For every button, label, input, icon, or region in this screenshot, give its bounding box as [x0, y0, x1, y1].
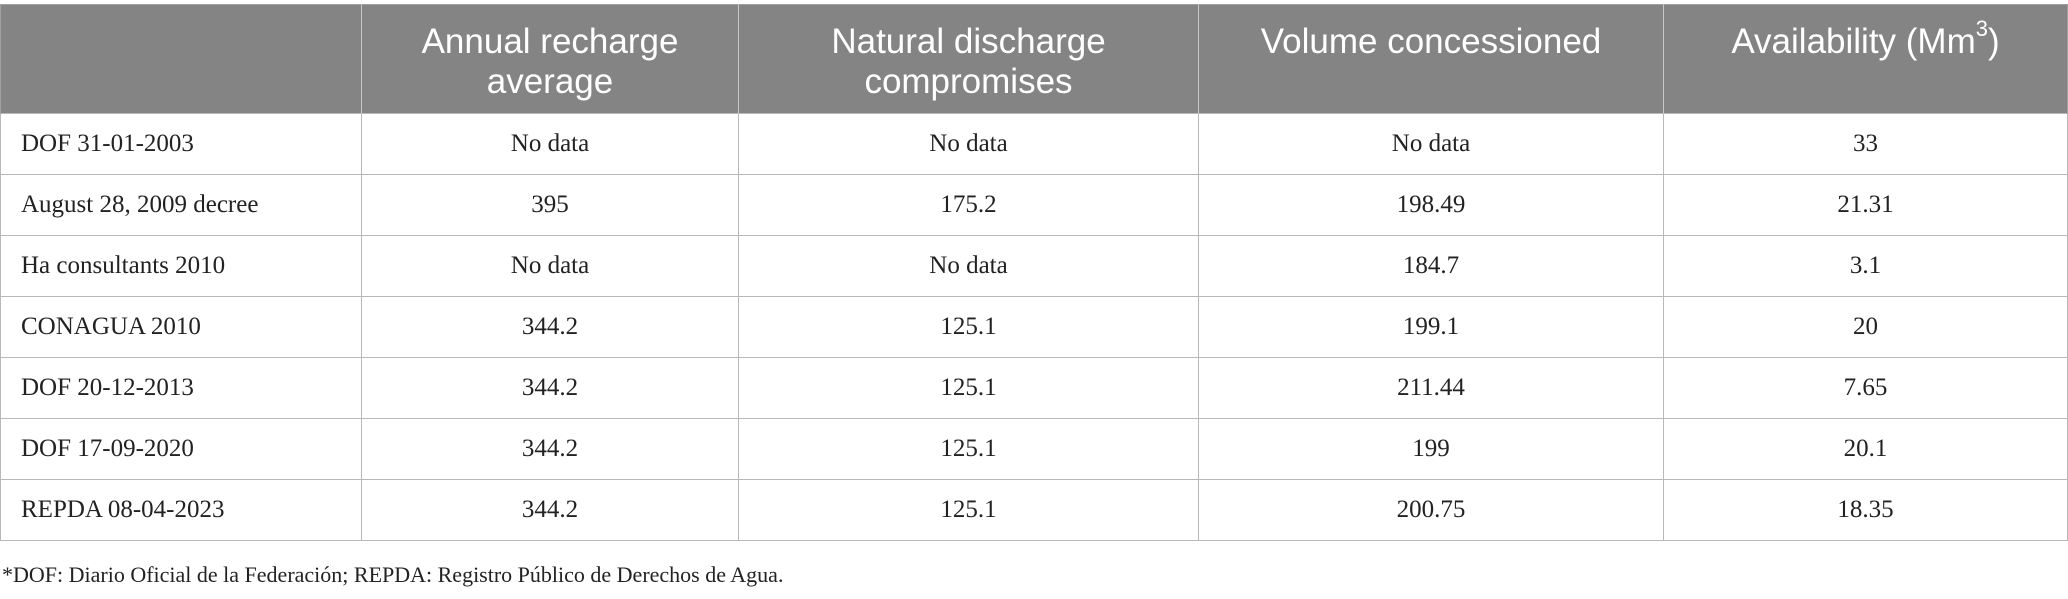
- cell-natural-discharge: 125.1: [738, 296, 1199, 358]
- cell-annual-recharge: No data: [361, 235, 739, 297]
- cell-natural-discharge: 125.1: [738, 418, 1199, 480]
- cell-volume-concessioned: 211.44: [1198, 357, 1664, 419]
- availability-header-close: ): [1988, 22, 2000, 61]
- row-label: REPDA 08-04-2023: [0, 479, 362, 541]
- cell-availability: 33: [1663, 113, 2068, 175]
- table-row: CONAGUA 2010 344.2 125.1 199.1 20: [0, 296, 2068, 358]
- cell-natural-discharge: 125.1: [738, 357, 1199, 419]
- availability-header-text: Availability (Mm: [1731, 22, 1976, 61]
- header-cell-annual-recharge: Annual recharge average: [361, 4, 739, 114]
- cell-availability: 18.35: [1663, 479, 2068, 541]
- availability-unit-superscript: 3: [1975, 16, 1988, 42]
- cell-volume-concessioned: 184.7: [1198, 235, 1664, 297]
- table-footnote: *DOF: Diario Oficial de la Federación; R…: [2, 562, 784, 587]
- table-body: DOF 31-01-2003 No data No data No data 3…: [0, 113, 2068, 541]
- cell-availability: 20.1: [1663, 418, 2068, 480]
- cell-annual-recharge: 344.2: [361, 357, 739, 419]
- header-cell-volume-concessioned: Volume concessioned: [1198, 4, 1664, 114]
- cell-availability: 21.31: [1663, 174, 2068, 236]
- cell-annual-recharge: 395: [361, 174, 739, 236]
- cell-annual-recharge: 344.2: [361, 418, 739, 480]
- table-row: DOF 31-01-2003 No data No data No data 3…: [0, 113, 2068, 175]
- cell-annual-recharge: 344.2: [361, 479, 739, 541]
- cell-natural-discharge: 125.1: [738, 479, 1199, 541]
- cell-natural-discharge: No data: [738, 235, 1199, 297]
- table-row: DOF 20-12-2013 344.2 125.1 211.44 7.65: [0, 357, 2068, 419]
- table-row: August 28, 2009 decree 395 175.2 198.49 …: [0, 174, 2068, 236]
- row-label: DOF 31-01-2003: [0, 113, 362, 175]
- cell-availability: 3.1: [1663, 235, 2068, 297]
- cell-volume-concessioned: No data: [1198, 113, 1664, 175]
- row-label: Ha consultants 2010: [0, 235, 362, 297]
- table-row: REPDA 08-04-2023 344.2 125.1 200.75 18.3…: [0, 479, 2068, 541]
- row-label: CONAGUA 2010: [0, 296, 362, 358]
- cell-volume-concessioned: 198.49: [1198, 174, 1664, 236]
- cell-availability: 20: [1663, 296, 2068, 358]
- data-table-container: Annual recharge average Natural discharg…: [0, 4, 2068, 541]
- cell-volume-concessioned: 199.1: [1198, 296, 1664, 358]
- cell-volume-concessioned: 199: [1198, 418, 1664, 480]
- cell-natural-discharge: 175.2: [738, 174, 1199, 236]
- groundwater-availability-table: Annual recharge average Natural discharg…: [0, 4, 2068, 541]
- cell-volume-concessioned: 200.75: [1198, 479, 1664, 541]
- header-row: Annual recharge average Natural discharg…: [0, 4, 2068, 114]
- cell-annual-recharge: No data: [361, 113, 739, 175]
- cell-natural-discharge: No data: [738, 113, 1199, 175]
- cell-availability: 7.65: [1663, 357, 2068, 419]
- row-label: August 28, 2009 decree: [0, 174, 362, 236]
- table-row: Ha consultants 2010 No data No data 184.…: [0, 235, 2068, 297]
- header-cell-source: [0, 4, 362, 114]
- header-cell-natural-discharge: Natural discharge compromises: [738, 4, 1199, 114]
- table-header: Annual recharge average Natural discharg…: [0, 4, 2068, 114]
- header-cell-availability: Availability (Mm3): [1663, 4, 2068, 114]
- table-row: DOF 17-09-2020 344.2 125.1 199 20.1: [0, 418, 2068, 480]
- cell-annual-recharge: 344.2: [361, 296, 739, 358]
- row-label: DOF 20-12-2013: [0, 357, 362, 419]
- row-label: DOF 17-09-2020: [0, 418, 362, 480]
